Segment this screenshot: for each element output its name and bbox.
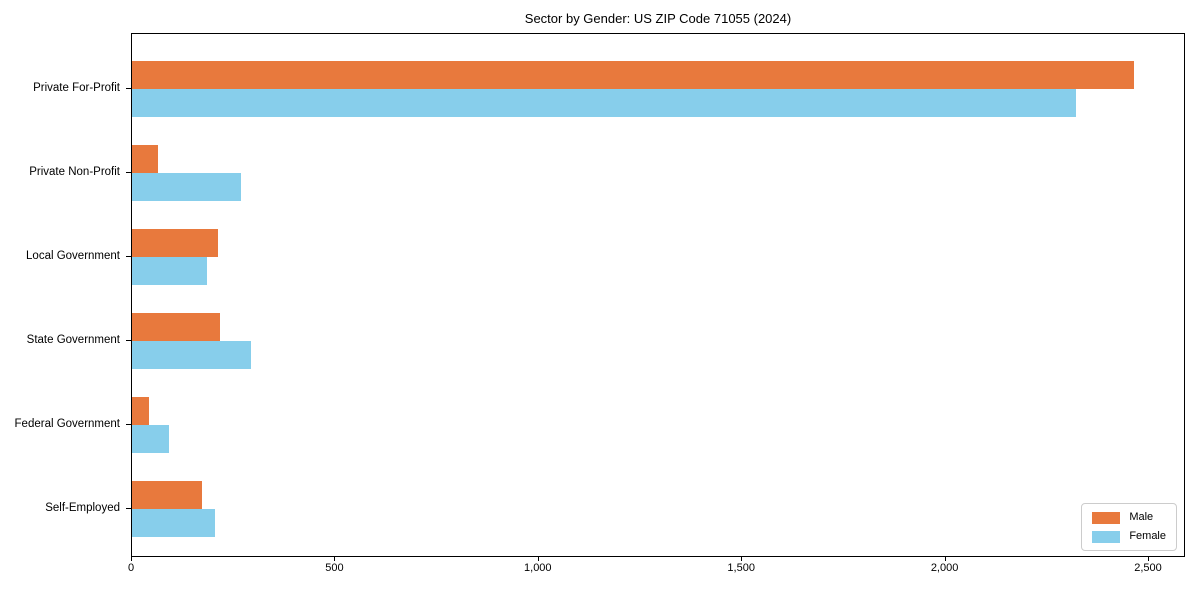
- y-axis-label-local-government: Local Government: [26, 250, 120, 262]
- bar-group-private-for-profit: [132, 47, 1184, 131]
- bar-female-local-government: [132, 257, 207, 285]
- y-axis-label-state-government: State Government: [26, 334, 120, 346]
- x-tick-mark: [334, 557, 336, 561]
- bar-male-private-for-profit: [132, 61, 1135, 89]
- bar-male-self-employed: [132, 481, 202, 509]
- bar-female-federal-government: [132, 425, 169, 453]
- legend-label-female: Female: [1129, 530, 1166, 542]
- y-axis-label-private-non-profit: Private Non-Profit: [29, 166, 120, 178]
- x-axis-tick-label: 500: [325, 562, 344, 574]
- y-tick-mark: [126, 424, 131, 425]
- y-axis-label-self-employed: Self-Employed: [45, 502, 120, 514]
- legend-entry-female: Female: [1092, 530, 1166, 543]
- x-axis-tick-label: 2,500: [1134, 562, 1162, 574]
- x-axis-tick-label: 1,000: [524, 562, 552, 574]
- bar-female-self-employed: [132, 509, 216, 537]
- bar-group-federal-government: [132, 383, 1184, 467]
- x-tick-mark: [944, 557, 946, 561]
- bar-group-local-government: [132, 215, 1184, 299]
- x-tick-mark: [131, 557, 132, 561]
- x-axis-tick-label: 0: [127, 562, 135, 574]
- bars-container: [132, 47, 1184, 551]
- x-axis-tick-label: 2,000: [930, 562, 959, 574]
- bar-male-private-non-profit: [132, 145, 158, 173]
- bar-female-state-government: [132, 341, 251, 369]
- legend: Male Female: [1081, 503, 1177, 551]
- legend-entry-male: Male: [1092, 511, 1166, 524]
- plot-area: Male Female: [131, 33, 1185, 557]
- x-tick-mark: [1147, 557, 1149, 561]
- legend-label-male: Male: [1129, 511, 1154, 523]
- y-tick-mark: [126, 508, 131, 509]
- legend-swatch-male: [1092, 511, 1121, 524]
- bar-male-local-government: [132, 229, 219, 257]
- bar-male-state-government: [132, 313, 220, 341]
- bar-group-private-non-profit: [132, 131, 1184, 215]
- x-tick-mark: [741, 557, 743, 561]
- y-axis-label-private-for-profit: Private For-Profit: [33, 82, 120, 94]
- legend-swatch-female: [1092, 530, 1121, 543]
- bar-group-self-employed: [132, 467, 1184, 551]
- bar-female-private-non-profit: [132, 173, 241, 201]
- chart-title: Sector by Gender: US ZIP Code 71055 (202…: [524, 11, 792, 26]
- x-axis-tick-label: 1,500: [727, 562, 755, 574]
- bar-female-private-for-profit: [132, 89, 1077, 117]
- y-tick-mark: [126, 88, 131, 89]
- y-tick-mark: [126, 256, 131, 257]
- bar-male-federal-government: [132, 397, 150, 425]
- y-tick-mark: [126, 340, 131, 341]
- y-axis-label-federal-government: Federal Government: [14, 418, 120, 430]
- x-tick-mark: [537, 557, 539, 561]
- bar-group-state-government: [132, 299, 1184, 383]
- y-tick-mark: [126, 172, 131, 173]
